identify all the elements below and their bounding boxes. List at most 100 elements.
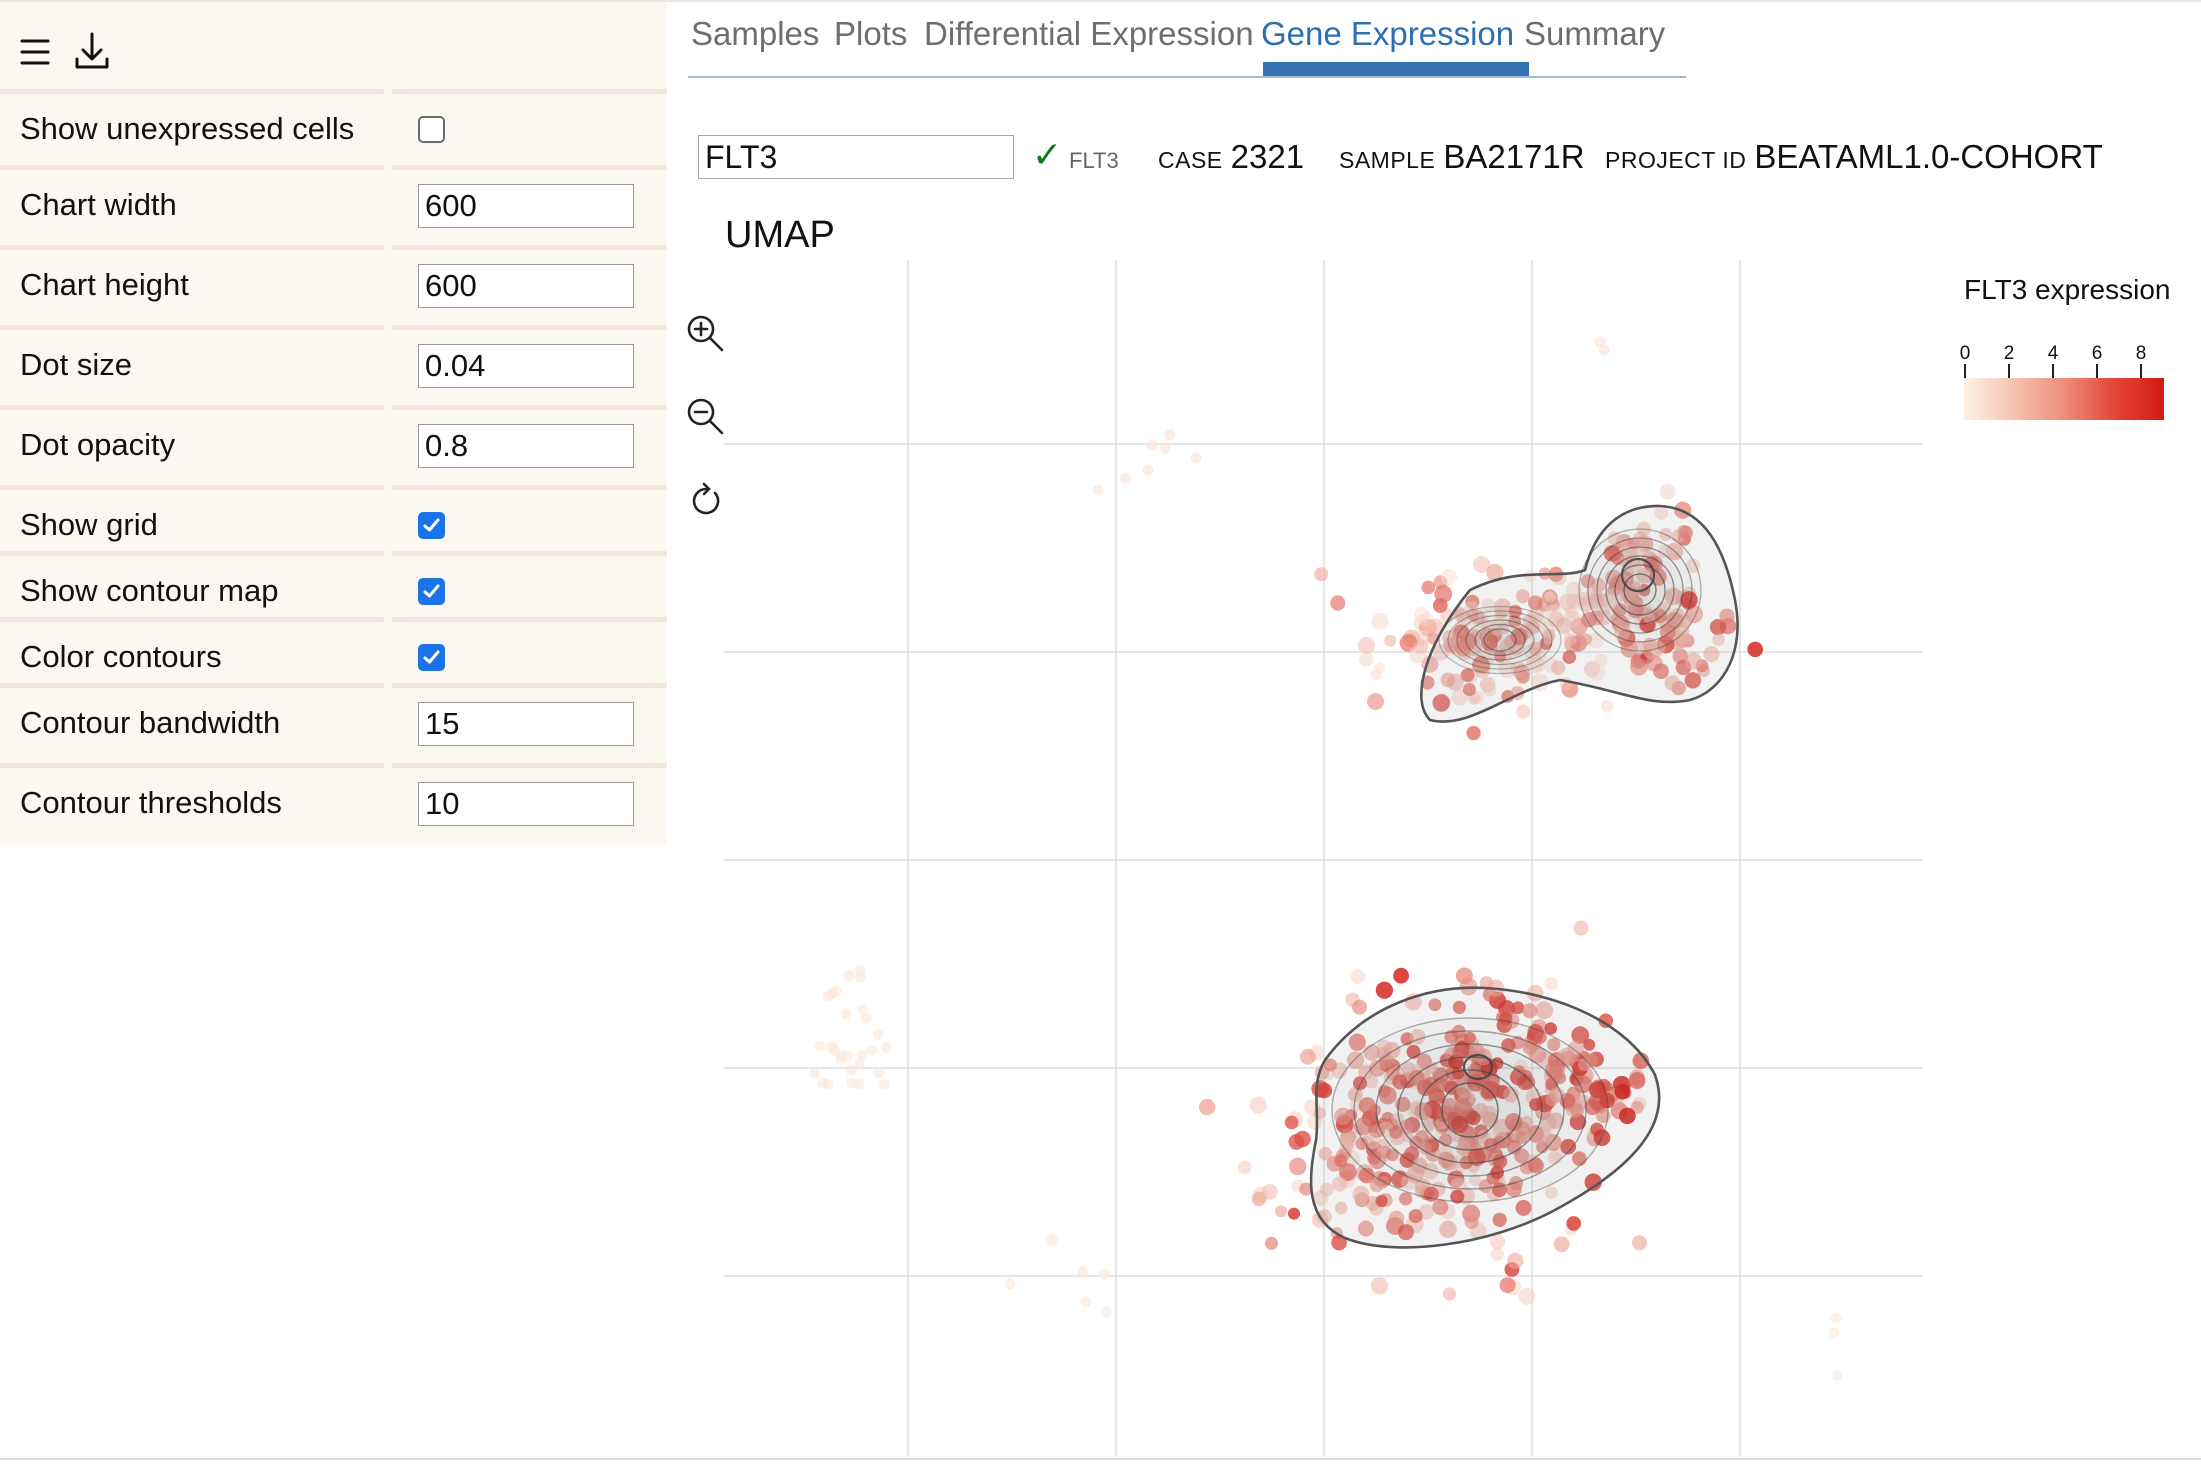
cell-dot xyxy=(1614,1083,1631,1100)
cell-dot xyxy=(1444,1080,1459,1095)
project-info: PROJECT ID BEATAML1.0-COHORT xyxy=(1605,138,2103,176)
cell-dot xyxy=(1481,598,1495,612)
cell-dot xyxy=(845,1064,857,1076)
contour-line xyxy=(1447,610,1553,670)
cell-dot xyxy=(1288,1157,1307,1176)
tab-summary[interactable]: Summary xyxy=(1524,15,1666,52)
cell-dot xyxy=(1408,1069,1425,1087)
cell-dot xyxy=(1830,1312,1842,1324)
cell-dot xyxy=(1366,692,1385,711)
cell-dot xyxy=(846,1077,858,1089)
tab-samples[interactable]: Samples xyxy=(691,15,820,52)
tab-gene-expression[interactable]: Gene Expression xyxy=(1261,15,1515,52)
cell-dot xyxy=(843,969,855,981)
show-contour-map-checkbox[interactable] xyxy=(418,578,445,605)
cell-dot xyxy=(1146,439,1158,451)
tab-differential-expression[interactable]: Differential Expression xyxy=(924,15,1254,52)
cell-dot xyxy=(1544,590,1557,603)
contour-line xyxy=(1620,557,1656,593)
cell-dot xyxy=(1535,1001,1554,1020)
cell-dot xyxy=(1456,1140,1471,1156)
cell-dot xyxy=(1451,688,1468,706)
cell-dot xyxy=(1631,640,1646,656)
zoom-in-icon[interactable] xyxy=(682,310,730,358)
cell-dot xyxy=(1392,1074,1408,1090)
cell-dot xyxy=(1598,1013,1614,1028)
cell-dot xyxy=(1709,618,1727,636)
cell-dot xyxy=(1489,1233,1506,1250)
cell-dot xyxy=(1004,1278,1016,1290)
top-divider xyxy=(0,0,2201,2)
setting-row: Chart width xyxy=(0,165,667,243)
cell-dot xyxy=(1499,1277,1516,1294)
gene-search-input[interactable] xyxy=(698,135,1014,179)
cell-dot xyxy=(1482,682,1497,697)
cell-dot xyxy=(1650,607,1667,624)
cell-dot xyxy=(1544,604,1562,621)
cell-dot xyxy=(1613,625,1630,642)
chart-height-input[interactable] xyxy=(418,264,634,308)
cell-dot xyxy=(856,1049,868,1061)
cell-dot xyxy=(1397,1224,1414,1241)
cell-dot xyxy=(1654,505,1669,520)
download-icon[interactable] xyxy=(64,22,120,78)
show-grid-checkbox[interactable] xyxy=(418,512,445,539)
cell-dot xyxy=(1119,472,1131,484)
row-divider xyxy=(392,165,667,170)
color-contours-checkbox[interactable] xyxy=(418,644,445,671)
cell-dot xyxy=(1573,1075,1592,1094)
contour-line xyxy=(1596,546,1684,634)
cell-dot xyxy=(1432,694,1451,712)
chart-width-input[interactable] xyxy=(418,184,634,228)
cell-dot xyxy=(1607,531,1622,546)
dot-size-input[interactable] xyxy=(418,344,634,388)
cell-dot xyxy=(1588,1081,1607,1099)
show-unexpressed-cells-checkbox[interactable] xyxy=(418,116,445,143)
dot-opacity-input[interactable] xyxy=(418,424,634,468)
contour-line xyxy=(1375,1043,1565,1177)
row-divider xyxy=(0,617,384,622)
cell-dot xyxy=(1516,704,1531,719)
cell-dot xyxy=(1274,1205,1288,1218)
setting-row: Contour thresholds xyxy=(0,763,667,841)
cell-dot xyxy=(1507,1252,1524,1270)
cell-dot xyxy=(1659,624,1676,641)
cell-dot xyxy=(1092,484,1104,496)
cell-dot xyxy=(1468,1173,1482,1187)
cell-dot xyxy=(1549,1148,1564,1162)
zoom-out-icon[interactable] xyxy=(682,393,730,441)
cell-dot xyxy=(1452,1043,1469,1061)
cell-dot xyxy=(1264,1236,1279,1250)
cell-dot xyxy=(1388,1210,1405,1227)
cell-dot xyxy=(1515,589,1530,604)
cell-dot xyxy=(1406,1166,1424,1184)
setting-row: Show grid xyxy=(0,485,667,563)
contour-line xyxy=(1578,528,1702,652)
reset-icon[interactable] xyxy=(682,476,730,524)
cell-dot xyxy=(1659,483,1676,500)
cell-dot xyxy=(826,1040,838,1052)
contour-line xyxy=(1623,573,1657,607)
cell-dot xyxy=(1490,1165,1504,1180)
sample-key: SAMPLE xyxy=(1339,147,1436,173)
cell-dot xyxy=(1339,1163,1357,1181)
cell-dot xyxy=(1354,1117,1372,1136)
hamburger-menu-icon[interactable] xyxy=(10,22,66,78)
cell-dot xyxy=(1288,1133,1305,1150)
contour-bandwidth-input[interactable] xyxy=(418,702,634,746)
tab-plots[interactable]: Plots xyxy=(834,15,908,52)
cell-dot xyxy=(1419,1141,1433,1155)
cell-dot xyxy=(1680,591,1698,609)
cell-dot xyxy=(1352,1185,1370,1204)
cell-dot xyxy=(1528,641,1543,656)
cell-dot xyxy=(1375,1194,1388,1208)
contour-thresholds-input[interactable] xyxy=(418,782,634,826)
cell-dot xyxy=(1571,1026,1590,1044)
cell-dot xyxy=(1357,1220,1374,1237)
sample-value: BA2171R xyxy=(1443,138,1585,175)
cell-dot xyxy=(1566,1216,1582,1231)
setting-row: Show contour map xyxy=(0,551,667,629)
cell-dot xyxy=(1299,1182,1313,1196)
cell-dot xyxy=(1369,1177,1385,1193)
